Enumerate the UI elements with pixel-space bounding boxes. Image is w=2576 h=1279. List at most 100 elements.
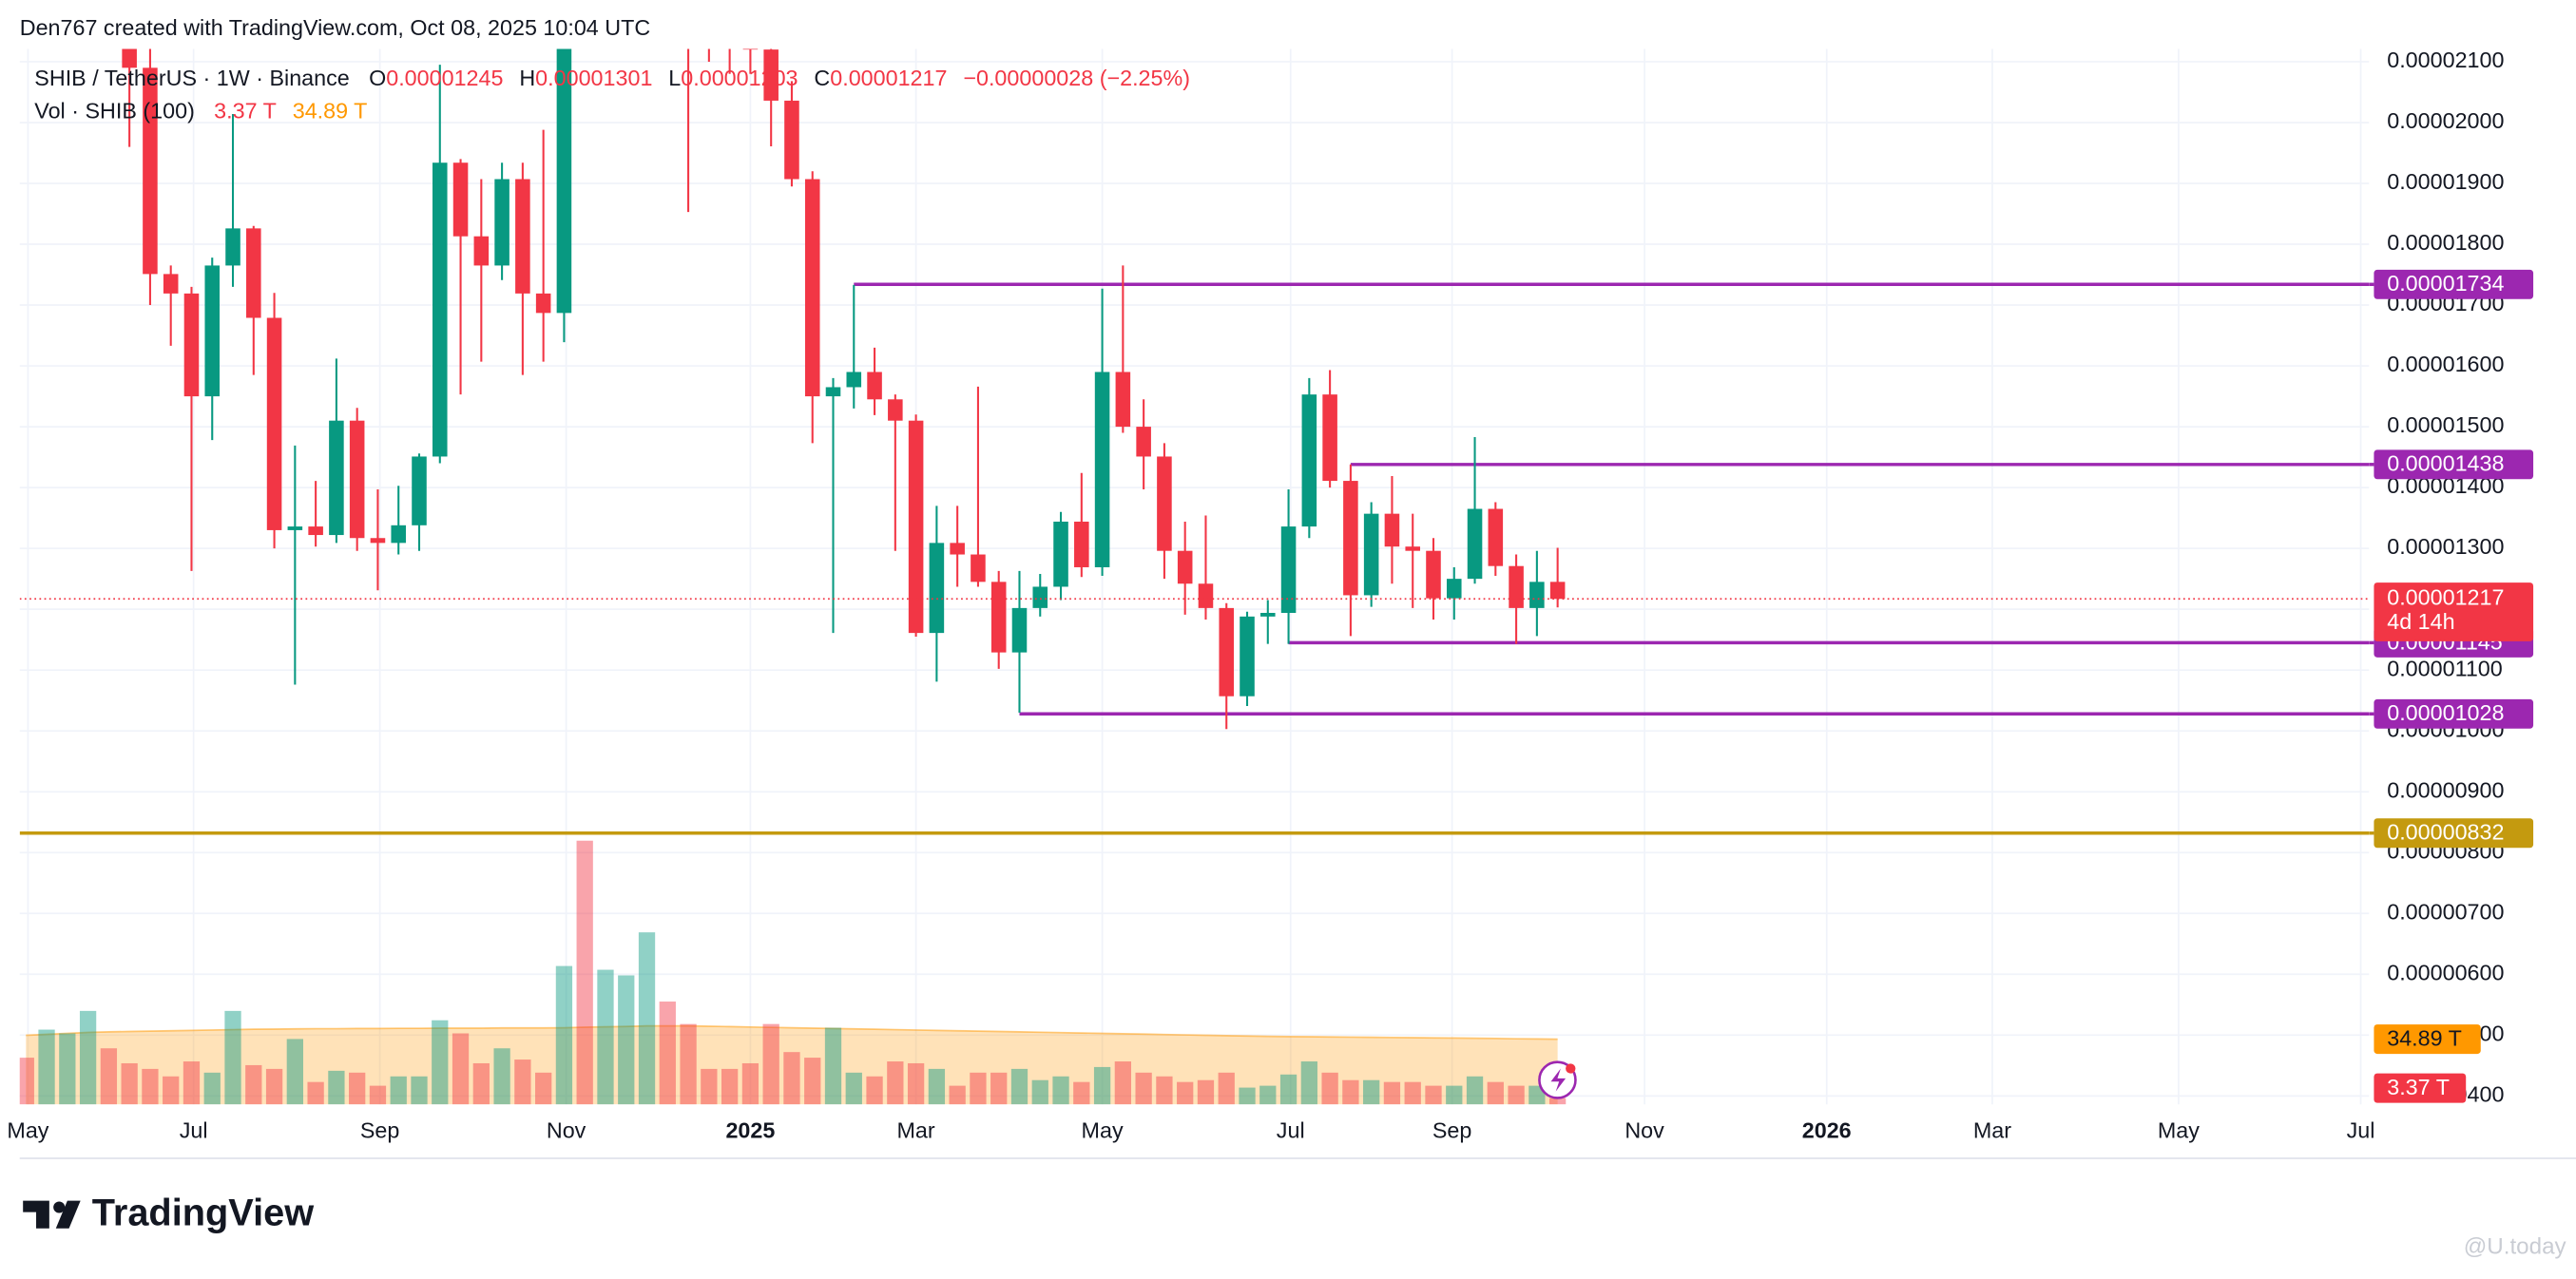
volume-bar: [845, 1072, 862, 1105]
candle-body: [204, 265, 221, 397]
volume-bar: [79, 1010, 97, 1105]
candle-body: [804, 179, 820, 397]
change: −0.00000028 (−2.25%): [963, 66, 1190, 90]
volume-bar: [19, 1058, 34, 1105]
y-tick-label: 0.00000600: [2387, 960, 2504, 984]
x-tick-label: 2026: [1802, 1118, 1852, 1143]
alert-bolt: [1550, 1068, 1567, 1092]
y-tick-label: 0.00002000: [2387, 108, 2504, 133]
volume-pane: [19, 840, 1567, 1105]
ohlc-letter: H: [519, 66, 535, 90]
volume-bar: [824, 1027, 842, 1105]
candle-body: [1157, 456, 1172, 551]
volume-bar: [1300, 1061, 1317, 1105]
volume-bar: [224, 1010, 241, 1105]
volume-bar: [369, 1085, 387, 1105]
volume-bar: [307, 1081, 324, 1105]
y-tick-label: 0.00001600: [2387, 352, 2504, 376]
legend-main: SHIB / TetherUS · 1W · Binance O0.000012…: [34, 66, 1190, 90]
volume-ma-value: 34.89 T: [293, 99, 368, 124]
candle-body: [784, 100, 799, 180]
volume-bar: [907, 1062, 925, 1105]
ohlc-letter: C: [814, 66, 830, 90]
candle-body: [888, 399, 903, 421]
volume-badge: [2374, 1073, 2467, 1103]
x-tick-label: May: [1082, 1118, 1124, 1143]
volume-bar: [1093, 1066, 1111, 1105]
symbol: SHIB / TetherUS · 1W · Binance: [34, 66, 349, 90]
candle-body: [1280, 526, 1297, 613]
volume-bar: [618, 975, 635, 1105]
volume-bar: [680, 1023, 697, 1105]
level-label: 0.00001028: [2387, 700, 2504, 725]
volume-bar: [1279, 1074, 1298, 1105]
volume-bar: [1239, 1087, 1256, 1105]
candle-body: [1136, 427, 1151, 457]
volume-bar: [659, 1002, 676, 1105]
candle-body: [742, 48, 759, 50]
volume-bar: [1010, 1068, 1028, 1105]
volume-bar: [866, 1076, 883, 1105]
volume-bar: [597, 969, 614, 1105]
candle-body: [1343, 481, 1358, 596]
volume-bar: [1383, 1081, 1401, 1105]
y-tick-label: 0.00001800: [2387, 230, 2504, 255]
volume-bar: [783, 1052, 800, 1105]
y-tick-label: 0.00001100: [2387, 656, 2503, 680]
candle-body: [825, 387, 841, 397]
volume-bar: [804, 1058, 821, 1105]
brand: TradingView: [92, 1193, 315, 1234]
volume-bar: [163, 1076, 180, 1105]
y-tick-label: 0.00000900: [2387, 777, 2504, 802]
level-label: 0.00000832: [2387, 820, 2504, 845]
volume-bar: [390, 1076, 407, 1105]
volume-ma-badge: [2374, 1024, 2481, 1055]
volume-title: Vol · SHIB (100): [34, 99, 195, 124]
level-badge: [2374, 698, 2534, 729]
volume-bar: [970, 1072, 987, 1105]
y-tick-label: 0.00001500: [2387, 412, 2504, 437]
volume-bar: [576, 840, 593, 1105]
credit: Den767 created with TradingView.com, Oct…: [20, 15, 650, 40]
volume-bar: [1487, 1081, 1504, 1105]
candle-body: [473, 236, 490, 266]
candle-body: [1384, 513, 1400, 547]
candle-body: [433, 162, 448, 457]
x-tick-label: May: [2158, 1118, 2200, 1143]
volume-bar: [1052, 1076, 1069, 1105]
volume-bar: [990, 1072, 1008, 1105]
candle-body: [1115, 372, 1131, 428]
level-badge: [2374, 818, 2534, 849]
volume-bar: [1114, 1061, 1132, 1105]
candle-body: [329, 420, 344, 536]
candle-body: [1529, 582, 1545, 608]
levels: [19, 282, 2370, 835]
candle-body: [1260, 612, 1276, 617]
y-tick-label: 0.00000700: [2387, 899, 2504, 924]
candle-body: [1467, 508, 1483, 580]
volume-bar: [203, 1072, 221, 1105]
y-tick-label: 0.00002100: [2387, 48, 2504, 72]
volume-bar: [59, 1033, 76, 1105]
y-tick-label: 0.00001900: [2387, 169, 2504, 194]
ohlc-value: 0.00001203: [681, 66, 798, 90]
x-tick-label: Jul: [1277, 1118, 1305, 1143]
volume-bar: [535, 1072, 552, 1105]
candle-body: [1032, 586, 1048, 608]
volume-bar: [411, 1076, 428, 1105]
candle-body: [122, 48, 137, 68]
volume-bar: [928, 1068, 946, 1105]
candle-body: [1219, 607, 1235, 697]
volume-bar: [349, 1072, 366, 1105]
candle-body: [1363, 513, 1379, 596]
x-tick-label: Mar: [897, 1118, 935, 1143]
volume-bar: [265, 1068, 283, 1105]
candle-body: [1426, 550, 1441, 599]
volume-bar: [100, 1048, 118, 1105]
candle-body: [950, 543, 965, 555]
volume-value: 3.37 T: [214, 99, 277, 124]
candle-body: [1549, 582, 1566, 600]
volume-label: 3.37 T: [2387, 1075, 2450, 1099]
candle-body: [1446, 579, 1462, 599]
volume-bar: [493, 1048, 510, 1105]
